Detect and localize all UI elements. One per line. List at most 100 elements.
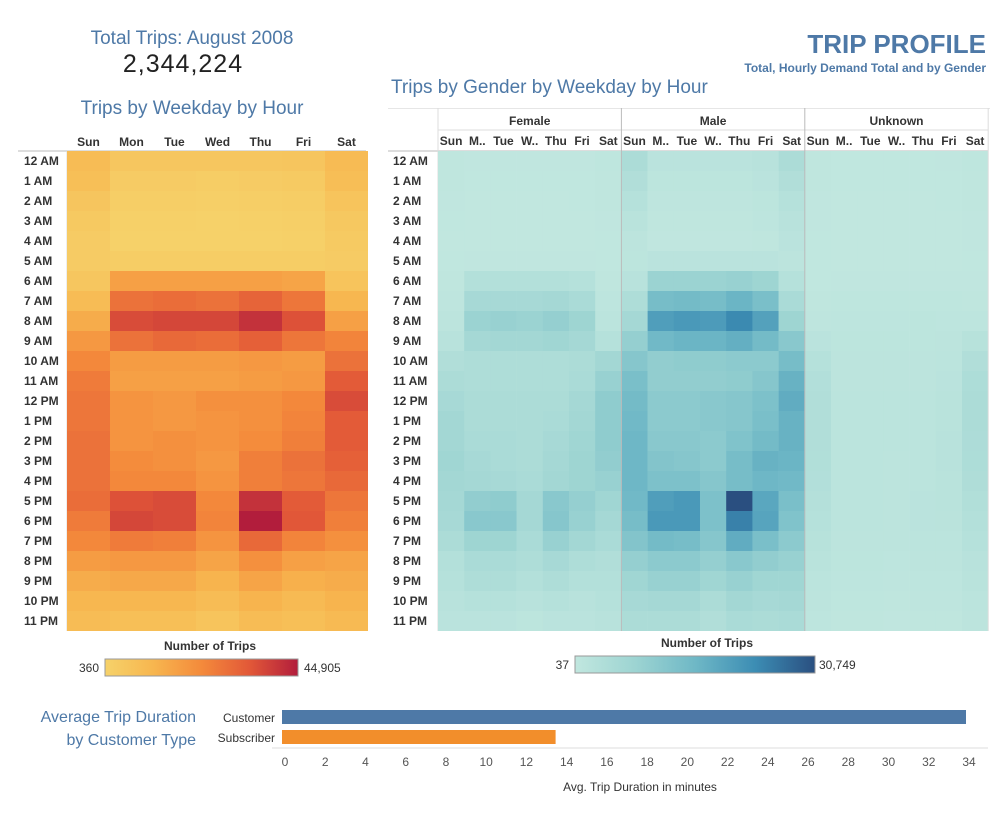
heat-cell (962, 231, 989, 251)
heat-cell (67, 551, 110, 571)
heat-cell (67, 611, 110, 631)
heat-cell (804, 391, 832, 411)
heat-cell (595, 511, 622, 531)
heat-cell (621, 211, 648, 231)
heat-cell (196, 371, 239, 391)
hour-label: 9 AM (393, 334, 421, 348)
heat-cell (883, 511, 910, 531)
heat-cell (700, 171, 727, 191)
heat-cell (700, 451, 727, 471)
hour-label: 3 PM (393, 454, 421, 468)
heat-cell (153, 331, 196, 351)
heat-cell (804, 511, 832, 531)
heat-cell (325, 291, 368, 311)
heat-cell (726, 531, 753, 551)
heat-cell (778, 351, 806, 371)
heat-cell (935, 611, 963, 631)
heat-cell (490, 171, 517, 191)
heat-cell (490, 311, 517, 331)
heat-cell (438, 411, 465, 431)
heat-cell (325, 491, 368, 511)
heat-cell (239, 191, 282, 211)
panel-label-female: Female (509, 114, 551, 128)
heat-cell (831, 291, 858, 311)
heat-cell (831, 371, 858, 391)
hour-label: 3 AM (24, 214, 52, 228)
heat-cell (857, 191, 884, 211)
heat-cell (153, 531, 196, 551)
legend-min: 37 (556, 658, 570, 672)
heat-cell (857, 211, 884, 231)
heat-cell (67, 151, 110, 171)
heat-cell (239, 571, 282, 591)
heat-cell (857, 551, 884, 571)
heat-cell (804, 451, 832, 471)
hour-label: 5 AM (393, 254, 421, 268)
heat-cell (516, 231, 544, 251)
heat-cell (673, 431, 701, 451)
heat-cell (857, 311, 884, 331)
heat-cell (909, 291, 937, 311)
heat-cell (752, 411, 779, 431)
duration-chart-title: Average Trip Duration by Customer Type (10, 706, 196, 752)
heat-cell (804, 431, 832, 451)
heat-cell (962, 411, 989, 431)
heat-cell (239, 611, 282, 631)
heat-cell (909, 531, 937, 551)
heat-cell (325, 431, 368, 451)
hour-label: 5 PM (24, 494, 52, 508)
heat-cell (752, 391, 779, 411)
heat-cell (516, 591, 544, 611)
heat-cell (490, 531, 517, 551)
heat-cell (239, 411, 282, 431)
heat-cell (595, 571, 622, 591)
heat-cell (778, 451, 806, 471)
heat-cell (621, 271, 648, 291)
heat-cell (516, 271, 544, 291)
heat-cell (438, 611, 465, 631)
heat-cell (673, 371, 701, 391)
heat-cell (196, 311, 239, 331)
heat-cell (700, 411, 727, 431)
heat-cell (804, 271, 832, 291)
heat-cell (542, 371, 570, 391)
heat-cell (804, 371, 832, 391)
heat-cell (516, 431, 544, 451)
heat-cell (569, 511, 596, 531)
heat-cell (569, 411, 596, 431)
heat-cell (857, 271, 884, 291)
heat-cell (778, 251, 806, 271)
trip-profile-subtitle: Total, Hourly Demand Total and by Gender (744, 61, 986, 75)
heat-cell (153, 591, 196, 611)
heat-cell (239, 371, 282, 391)
heat-cell (673, 491, 701, 511)
heat-cell (239, 271, 282, 291)
heat-cell (196, 471, 239, 491)
heat-cell (647, 431, 675, 451)
heat-cell (935, 431, 963, 451)
heat-cell (490, 351, 517, 371)
heat-cell (752, 591, 779, 611)
heat-cell (935, 371, 963, 391)
heat-cell (804, 591, 832, 611)
heat-cell (647, 191, 675, 211)
heat-cell (239, 211, 282, 231)
heat-cell (647, 291, 675, 311)
heat-cell (595, 531, 622, 551)
heat-cell (153, 291, 196, 311)
heat-cell (700, 271, 727, 291)
heat-cell (752, 431, 779, 451)
heat-cell (516, 571, 544, 591)
heat-cell (831, 491, 858, 511)
heat-cell (752, 291, 779, 311)
hour-label: 8 PM (24, 554, 52, 568)
heat-cell (438, 311, 465, 331)
heat-cell (883, 491, 910, 511)
heat-cell (883, 331, 910, 351)
x-tick-label: 32 (922, 755, 936, 769)
heat-cell (196, 251, 239, 271)
heat-cell (804, 491, 832, 511)
heat-cell (752, 191, 779, 211)
x-tick-label: 8 (443, 755, 450, 769)
heat-cell (110, 331, 153, 351)
